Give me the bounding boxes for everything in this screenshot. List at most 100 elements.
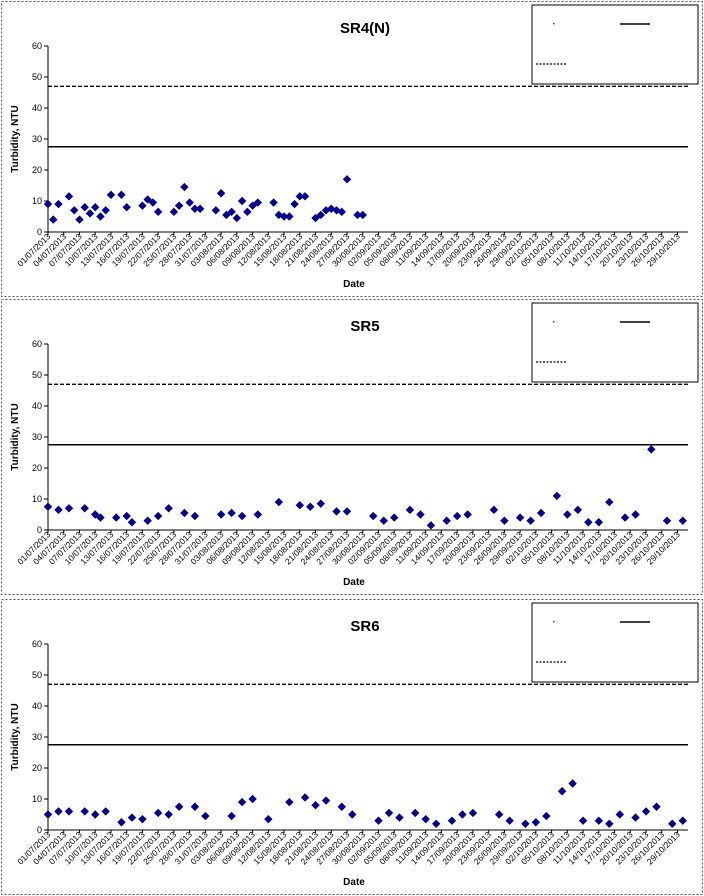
y-tick-label: 0 [37,227,42,237]
data-point-marker [91,510,100,519]
data-point-marker [243,207,252,217]
data-point-marker [395,813,404,822]
data-point-marker [64,807,74,816]
data-point-marker [620,513,630,522]
data-point-marker [274,497,284,507]
y-tick-label: 60 [32,339,42,349]
chart-panel-sr6: SR6 0 10 20 30 40 50 60 01/07/2013 04/07/2013 07/0… [0,598,704,896]
y-tick-label: 40 [32,701,42,711]
y-axis-title: Turbidity, NTU [10,403,21,470]
data-point-marker [190,802,200,811]
data-point-marker [489,505,499,515]
data-point-marker [285,212,294,221]
x-axis-title: Date [343,577,365,588]
y-tick-label: 40 [32,103,42,113]
x-axis-title: Date [343,877,365,888]
y-tick-label: 60 [32,41,42,51]
data-point-marker [505,816,514,825]
data-point-marker [169,207,179,217]
data-point-marker [127,813,137,822]
data-point-marker [153,808,163,818]
data-point-marker [300,793,310,802]
data-point-marker [232,213,242,223]
data-point-marker [185,198,194,207]
data-point-marker [662,516,672,525]
data-point-marker [64,504,74,513]
data-point-marker [416,510,425,519]
legend-box [531,302,699,383]
data-point-marker [379,516,388,525]
legend-marker-symbol [553,621,555,623]
data-point-marker [405,505,415,515]
data-point-marker [458,810,467,819]
chart-panel-sr5: SR5 0 10 20 30 40 50 60 01/07/2013 04/07/2013 07/0… [0,298,704,596]
data-point-marker [584,518,593,527]
data-point-marker [138,201,147,210]
data-point-marker [64,192,74,201]
data-point-marker [431,819,441,828]
chart-svg: SR5010203040506001/07/201304/07/201307/0… [1,299,703,595]
data-point-marker [342,507,352,516]
y-tick-label: 20 [32,165,42,175]
chart-title: SR6 [350,618,379,635]
data-point-marker [237,511,247,521]
x-axis-title: Date [343,279,365,290]
data-point-marker [80,807,89,816]
data-point-marker [285,797,294,807]
y-axis-title: Turbidity, NTU [10,105,21,172]
y-tick-label: 40 [32,401,42,411]
data-point-marker [290,199,299,209]
data-point-marker [117,818,126,827]
data-point-marker [227,508,236,518]
data-point-marker [494,810,504,819]
y-tick-label: 50 [32,370,42,380]
data-point-marker [536,508,546,518]
data-point-marker [332,507,341,516]
data-point-marker [96,212,105,221]
y-axis-title: Turbidity, NTU [10,703,21,770]
data-point-marker [500,516,509,525]
data-point-marker [594,518,604,527]
data-point-marker [521,819,530,828]
data-point-marker [111,513,121,522]
data-point-marker [652,802,661,811]
data-point-marker [631,510,640,519]
data-point-marker [148,198,158,207]
data-point-marker [80,504,89,513]
data-point-marker [316,210,325,220]
data-point-marker [631,813,640,822]
data-point-marker [122,203,131,212]
data-point-marker [227,207,236,217]
y-tick-label: 0 [37,825,42,835]
data-point-marker [337,802,346,811]
data-point-marker [164,504,173,513]
data-point-marker [447,816,457,825]
y-tick-label: 30 [32,432,42,442]
data-point-marker [190,204,200,213]
data-point-marker [306,502,315,511]
data-point-marker [557,787,567,796]
data-point-marker [515,513,525,522]
data-point-marker [153,207,163,217]
y-tick-label: 10 [32,494,42,504]
data-point-marker [216,189,226,198]
data-point-marker [605,497,614,507]
data-point-marker [342,175,352,184]
data-point-marker [552,491,562,501]
y-tick-label: 20 [32,763,42,773]
data-point-marker [237,797,247,807]
legend-marker-symbol [553,23,555,25]
data-point-marker [43,199,53,209]
data-point-marker [327,204,336,213]
data-point-marker [594,816,604,825]
data-point-marker [70,206,79,215]
data-point-marker [374,816,383,825]
data-point-marker [227,811,236,821]
data-point-marker [101,206,110,215]
data-point-marker [563,510,572,519]
y-tick-label: 10 [32,196,42,206]
data-point-marker [180,508,189,518]
data-point-marker [300,192,310,201]
data-point-marker [605,819,614,828]
chart-title: SR4(N) [340,20,390,37]
